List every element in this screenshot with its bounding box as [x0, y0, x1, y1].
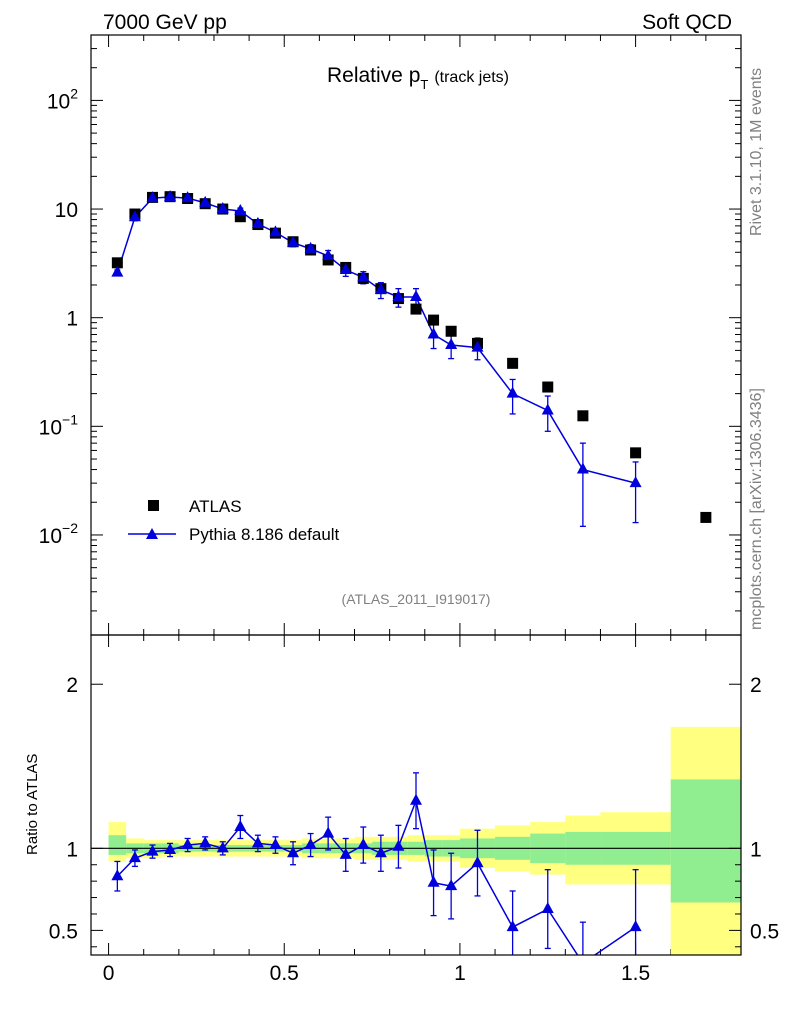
rivet-label: Rivet 3.1.10, 1M events: [748, 68, 765, 236]
mc-data-point: [427, 327, 440, 339]
mc-data-point: [506, 386, 519, 398]
ratio-point: [234, 820, 247, 831]
x-tick-label: 1: [454, 962, 466, 985]
x-tick-label: 0: [103, 962, 115, 985]
chart-title-main: Relative p: [327, 64, 420, 87]
atlas-data-point: [111, 257, 123, 269]
mc-data-point: [216, 202, 229, 214]
ratio-point: [287, 846, 300, 858]
ratio-point: [164, 842, 177, 854]
ratio-point: [357, 838, 370, 850]
main-panel: 10−2 10−1 1 10 102 Relative pT (track jets) (…: [39, 34, 742, 955]
y-tick-label: 1: [66, 308, 78, 331]
ratio-series: [111, 772, 642, 967]
legend-pythia-label: Pythia 8.186 default: [189, 525, 340, 544]
analysis-label: (ATLAS_2011_I919017): [342, 591, 491, 607]
ratio-point: [577, 956, 589, 967]
atlas-data-point: [428, 314, 440, 326]
mc-data-point: [164, 190, 177, 202]
mc-data-point: [234, 203, 247, 215]
mc-data-point: [304, 241, 317, 253]
mc-data-point: [251, 216, 264, 228]
ratio-y-tick-label: 1: [66, 838, 78, 861]
y-tick-label: 10−1: [39, 411, 79, 439]
mc-data-point: [181, 191, 194, 203]
ratio-y-tick-label-right: 2: [750, 674, 762, 697]
mc-data-point: [374, 282, 387, 294]
ratio-point: [427, 875, 440, 887]
ratio-point: [251, 836, 264, 848]
atlas-data-point: [542, 381, 554, 393]
x-tick-label: 0.5: [270, 962, 299, 985]
mc-data-point: [357, 270, 370, 282]
ratio-point: [111, 869, 124, 881]
ratio-y-tick-label: 0.5: [49, 920, 78, 943]
y-tick-label: 10: [55, 199, 78, 222]
mc-data-point: [629, 476, 642, 488]
ratio-point: [541, 902, 554, 914]
ratio-point: [146, 844, 159, 856]
mc-data-point: [339, 262, 352, 274]
atlas-data-point: [410, 303, 422, 315]
ratio-point: [304, 838, 317, 850]
mcplots-label: mcplots.cern.ch [arXiv:1306.3436]: [748, 388, 765, 630]
mc-data-point: [471, 340, 484, 352]
ratio-point: [199, 836, 212, 848]
mc-data-point: [392, 290, 405, 302]
ratio-point: [392, 839, 405, 851]
ratio-y-tick-label: 2: [66, 674, 78, 697]
ratio-point: [269, 838, 282, 850]
mc-data-point: [146, 191, 159, 203]
mc-data-point: [541, 403, 554, 415]
band-green: [108, 835, 127, 855]
legend-pythia-marker: [146, 528, 158, 539]
band-green: [670, 779, 741, 903]
atlas-data-point: [234, 211, 246, 223]
ratio-point: [181, 838, 194, 850]
main-panel-frame: [90, 34, 742, 636]
mc-line: [116, 196, 636, 484]
ratio-y-tick-label-right: 1: [750, 838, 762, 861]
mc-data-point: [445, 338, 458, 350]
chart-title: Relative pT (track jets): [327, 64, 509, 92]
ratio-point: [410, 793, 422, 805]
ratio-point: [339, 847, 352, 859]
ratio-ylabel: Ratio to ATLAS: [24, 754, 41, 855]
chart-title-note: (track jets): [434, 69, 509, 86]
ratio-point: [374, 846, 387, 858]
ratio-point: [471, 856, 484, 868]
atlas-data-point: [577, 410, 589, 422]
chart-title-sub: T: [420, 77, 428, 92]
ratio-panel: 0 0.5 1 1.5 0.5 0.5 1 1 2 2 Ratio to ATLAS: [24, 634, 779, 985]
ratio-point: [629, 920, 642, 932]
atlas-data-point: [630, 447, 642, 459]
mc-data-point: [287, 235, 300, 247]
mc-data-point: [199, 195, 212, 207]
legend-atlas-label: ATLAS: [189, 497, 242, 516]
atlas-data-point: [507, 357, 519, 369]
mc-data-point: [111, 265, 124, 277]
atlas-data-point: [445, 325, 457, 337]
ratio-point: [322, 826, 335, 838]
y-tick-label: 102: [47, 85, 78, 113]
mc-data-point: [410, 290, 422, 302]
ratio-y-tick-label-right: 0.5: [750, 920, 779, 943]
mc-data-point: [322, 248, 335, 260]
ratio-point: [445, 879, 458, 891]
header-left: 7000 GeV pp: [103, 11, 227, 34]
y-tick-label: 10−2: [39, 520, 79, 548]
header-right: Soft QCD: [642, 11, 732, 34]
legend: ATLAS Pythia 8.186 default: [128, 497, 340, 544]
legend-atlas-marker: [148, 500, 159, 511]
mc-data-point: [128, 210, 141, 222]
ratio-panel-frame: [90, 634, 742, 956]
ratio-point: [506, 920, 519, 932]
ratio-point: [216, 841, 229, 853]
atlas-data-point: [700, 511, 712, 523]
mc-data-point: [576, 462, 589, 474]
x-tick-label: 1.5: [621, 962, 650, 985]
mc-data-point: [269, 225, 282, 237]
ratio-point: [128, 851, 141, 863]
